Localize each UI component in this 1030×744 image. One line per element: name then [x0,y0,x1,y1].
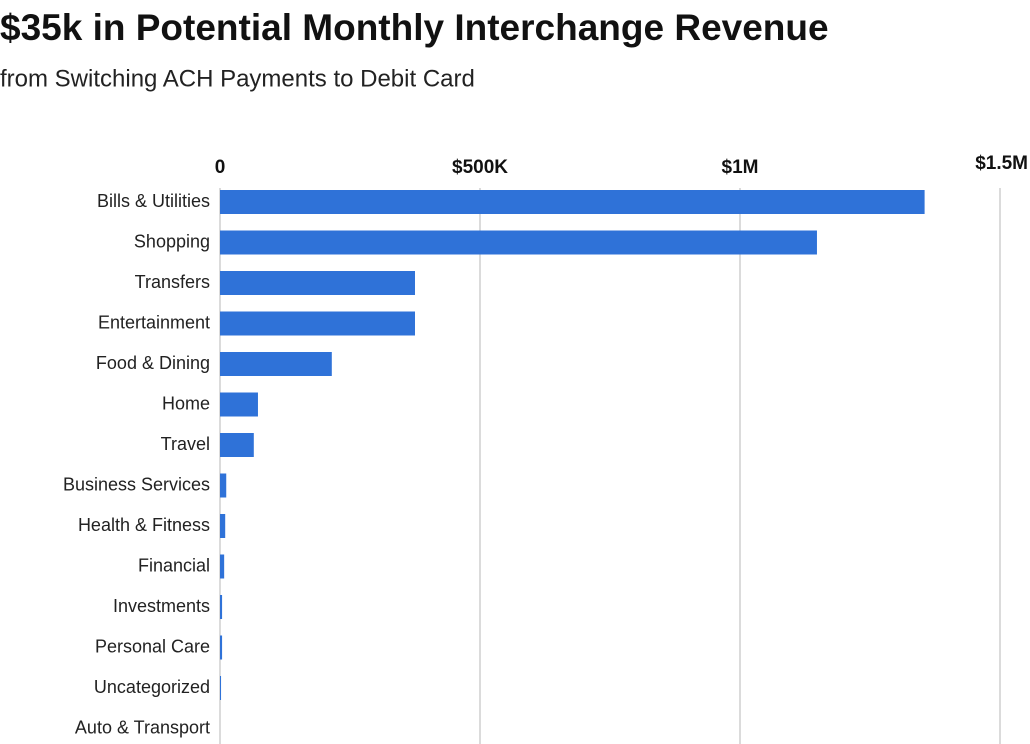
x-tick-label: 0 [215,157,226,178]
bar [220,514,226,538]
y-tick-label: Health & Fitness [78,515,210,535]
y-tick-label: Bills & Utilities [97,191,210,211]
y-tick-label: Home [162,393,210,413]
y-tick-label: Business Services [63,474,210,494]
y-tick-label: Transfers [135,272,210,292]
y-tick-label: Financial [138,555,210,575]
x-tick-label: $1M [722,157,759,178]
y-tick-label: Auto & Transport [75,717,210,737]
bar [220,311,415,336]
y-tick-label: Shopping [134,231,210,251]
bar [220,433,254,457]
y-tick-label: Entertainment [98,312,210,332]
bar [220,392,258,417]
y-tick-label: Food & Dining [96,353,210,373]
chart-subtitle: from Switching ACH Payments to Debit Car… [0,65,475,92]
bar [220,473,227,498]
bar [220,554,225,579]
bar [220,190,925,214]
y-tick-label: Travel [161,434,210,454]
x-tick-label: $1.5M [975,153,1028,174]
bar [220,676,222,700]
bar [220,595,223,619]
bar [220,271,415,295]
chart-title: $35k in Potential Monthly Interchange Re… [0,7,829,48]
bar [220,230,817,255]
bar [220,352,332,376]
x-tick-label: $500K [452,157,508,178]
y-tick-label: Investments [113,596,210,616]
bar [220,635,223,660]
y-tick-label: Personal Care [95,636,210,656]
y-tick-label: Uncategorized [94,677,210,697]
